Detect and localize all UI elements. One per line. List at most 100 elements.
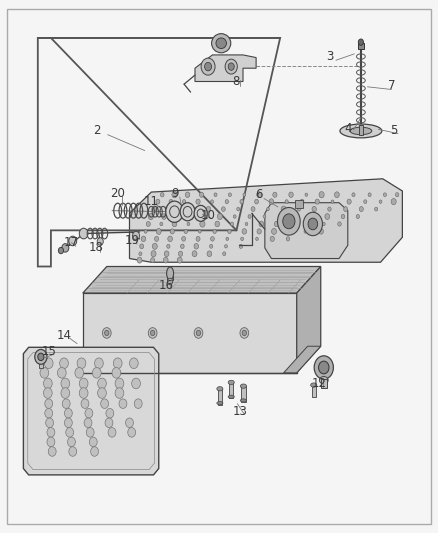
Circle shape bbox=[165, 206, 170, 212]
Circle shape bbox=[64, 418, 72, 427]
Circle shape bbox=[290, 221, 295, 227]
Circle shape bbox=[306, 221, 311, 227]
Circle shape bbox=[203, 214, 208, 219]
Bar bbox=[241, 386, 246, 402]
Circle shape bbox=[304, 230, 307, 233]
Polygon shape bbox=[265, 203, 348, 259]
Circle shape bbox=[172, 192, 177, 198]
Ellipse shape bbox=[311, 383, 317, 387]
Ellipse shape bbox=[228, 380, 234, 384]
Bar bbox=[218, 389, 222, 405]
Ellipse shape bbox=[240, 384, 247, 388]
Circle shape bbox=[66, 427, 74, 437]
Circle shape bbox=[92, 368, 101, 378]
Circle shape bbox=[207, 251, 212, 256]
Circle shape bbox=[180, 203, 195, 221]
Circle shape bbox=[267, 207, 269, 211]
Circle shape bbox=[119, 399, 127, 408]
Circle shape bbox=[273, 192, 277, 197]
Circle shape bbox=[91, 447, 99, 456]
Circle shape bbox=[383, 193, 386, 197]
Circle shape bbox=[248, 215, 251, 219]
Bar bbox=[229, 382, 233, 398]
Polygon shape bbox=[195, 55, 256, 82]
Circle shape bbox=[294, 214, 298, 219]
Circle shape bbox=[319, 191, 324, 198]
Circle shape bbox=[182, 199, 186, 204]
Circle shape bbox=[279, 214, 282, 219]
Circle shape bbox=[194, 328, 203, 338]
Circle shape bbox=[226, 237, 229, 240]
Circle shape bbox=[289, 192, 293, 197]
Circle shape bbox=[285, 200, 288, 204]
Circle shape bbox=[89, 437, 97, 447]
Circle shape bbox=[272, 229, 276, 235]
Circle shape bbox=[286, 237, 290, 241]
Text: 17: 17 bbox=[64, 236, 79, 249]
Circle shape bbox=[199, 192, 204, 197]
Circle shape bbox=[167, 244, 170, 248]
Circle shape bbox=[146, 222, 150, 227]
Circle shape bbox=[38, 353, 44, 361]
Circle shape bbox=[112, 368, 121, 378]
Circle shape bbox=[86, 427, 94, 437]
Circle shape bbox=[61, 387, 70, 398]
Circle shape bbox=[43, 387, 52, 398]
Circle shape bbox=[241, 237, 244, 240]
Circle shape bbox=[69, 236, 77, 246]
Text: 8: 8 bbox=[232, 75, 239, 88]
Ellipse shape bbox=[212, 34, 231, 53]
Circle shape bbox=[325, 214, 330, 220]
Bar bbox=[358, 43, 364, 49]
Circle shape bbox=[179, 207, 182, 211]
Circle shape bbox=[206, 206, 211, 212]
Circle shape bbox=[243, 193, 246, 197]
Circle shape bbox=[75, 368, 84, 378]
Bar bbox=[359, 125, 363, 135]
Ellipse shape bbox=[217, 386, 223, 391]
Circle shape bbox=[368, 193, 371, 197]
Circle shape bbox=[228, 63, 234, 70]
Circle shape bbox=[64, 408, 72, 418]
Circle shape bbox=[240, 199, 244, 204]
Circle shape bbox=[43, 378, 52, 389]
Circle shape bbox=[223, 252, 226, 256]
Bar bbox=[167, 272, 173, 280]
Circle shape bbox=[310, 214, 313, 219]
Circle shape bbox=[162, 214, 166, 220]
Circle shape bbox=[281, 206, 286, 212]
Circle shape bbox=[240, 328, 249, 338]
Circle shape bbox=[211, 237, 214, 241]
Text: 5: 5 bbox=[390, 124, 397, 138]
Circle shape bbox=[102, 328, 111, 338]
Circle shape bbox=[308, 218, 318, 230]
Circle shape bbox=[139, 252, 142, 256]
Circle shape bbox=[133, 231, 140, 240]
Circle shape bbox=[374, 207, 378, 211]
Circle shape bbox=[47, 427, 55, 437]
Text: 7: 7 bbox=[388, 79, 395, 92]
Circle shape bbox=[62, 244, 69, 252]
Circle shape bbox=[283, 214, 295, 229]
Circle shape bbox=[341, 214, 345, 219]
Circle shape bbox=[322, 222, 325, 225]
Circle shape bbox=[312, 206, 316, 212]
Bar bbox=[321, 379, 327, 387]
Polygon shape bbox=[83, 293, 297, 373]
Ellipse shape bbox=[166, 267, 173, 280]
Circle shape bbox=[84, 418, 92, 427]
Circle shape bbox=[233, 215, 236, 219]
Circle shape bbox=[328, 207, 331, 211]
Circle shape bbox=[77, 358, 86, 368]
Circle shape bbox=[61, 378, 70, 389]
Circle shape bbox=[48, 447, 56, 456]
Circle shape bbox=[62, 399, 70, 408]
Circle shape bbox=[193, 207, 196, 211]
Text: 9: 9 bbox=[172, 187, 179, 200]
Circle shape bbox=[379, 200, 382, 204]
Circle shape bbox=[356, 214, 360, 219]
Circle shape bbox=[259, 221, 264, 227]
Circle shape bbox=[79, 378, 88, 389]
Text: 15: 15 bbox=[42, 345, 57, 358]
Circle shape bbox=[314, 356, 333, 379]
